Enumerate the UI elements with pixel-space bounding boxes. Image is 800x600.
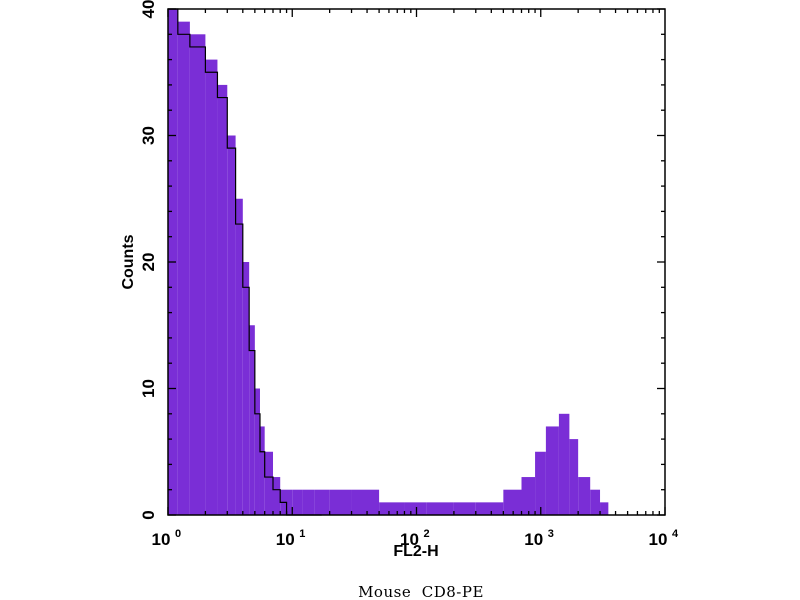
x-tick-label: 10 — [649, 530, 668, 549]
y-tick-label: 40 — [139, 0, 158, 18]
histogram-bar — [302, 489, 315, 515]
histogram-bar — [249, 325, 255, 515]
histogram-bar — [314, 489, 330, 515]
histogram-bar — [259, 426, 265, 515]
histogram-bar — [351, 489, 380, 515]
overlay-outline — [168, 8, 322, 516]
y-tick-label: 20 — [139, 253, 158, 272]
chart-caption: Mouse CD8-PE — [358, 583, 484, 600]
histogram-bar — [264, 451, 274, 515]
histogram-bar — [254, 388, 260, 515]
histogram-bar — [521, 477, 536, 515]
overlay-histogram-line — [168, 8, 322, 516]
histogram-bar — [578, 477, 591, 515]
histogram-bar — [503, 489, 522, 515]
x-tick-exponent: 4 — [672, 528, 679, 540]
histogram-bar — [189, 34, 206, 516]
histogram-bar — [590, 489, 601, 515]
histogram-bar — [227, 135, 236, 515]
histogram-bar — [379, 502, 405, 515]
histogram-bar — [217, 84, 228, 516]
histogram-bar — [558, 413, 570, 515]
histogram-bar — [177, 21, 190, 516]
histogram-bar — [235, 198, 243, 515]
x-tick-label: 10 — [524, 530, 543, 549]
histogram-bar — [426, 502, 454, 515]
x-tick-labels: 10 0 10 1 10 2 10 3 10 4 — [152, 528, 679, 549]
histogram-bar — [453, 502, 476, 515]
x-axis-title: FL2-H — [393, 543, 438, 560]
histogram-bar — [569, 439, 579, 515]
x-tick-label: 10 — [152, 530, 171, 549]
x-tick-exponent: 2 — [424, 528, 430, 540]
x-tick-exponent: 3 — [548, 528, 554, 540]
axis-ticks — [167, 8, 666, 516]
histogram-bars — [168, 9, 609, 516]
histogram-bar — [545, 426, 559, 515]
histogram-bar — [273, 477, 281, 515]
y-tick-label: 0 — [139, 510, 158, 519]
x-tick-label: 10 — [400, 530, 419, 549]
histogram-bar — [205, 59, 218, 515]
y-axis-title: Counts — [120, 234, 137, 289]
y-tick-label: 30 — [139, 126, 158, 145]
x-tick-label: 10 — [276, 530, 295, 549]
histogram-bar — [329, 489, 352, 515]
x-tick-exponent: 1 — [299, 528, 305, 540]
histogram-bar — [600, 502, 609, 515]
x-tick-exponent: 0 — [175, 528, 181, 540]
histogram-bar — [475, 502, 504, 515]
histogram-bar — [535, 451, 546, 515]
y-tick-labels: 0 10 20 30 40 — [139, 0, 158, 520]
histogram-bar — [404, 502, 427, 515]
histogram-bar — [292, 489, 303, 515]
histogram-bar — [242, 262, 250, 515]
y-tick-label: 10 — [139, 379, 158, 398]
